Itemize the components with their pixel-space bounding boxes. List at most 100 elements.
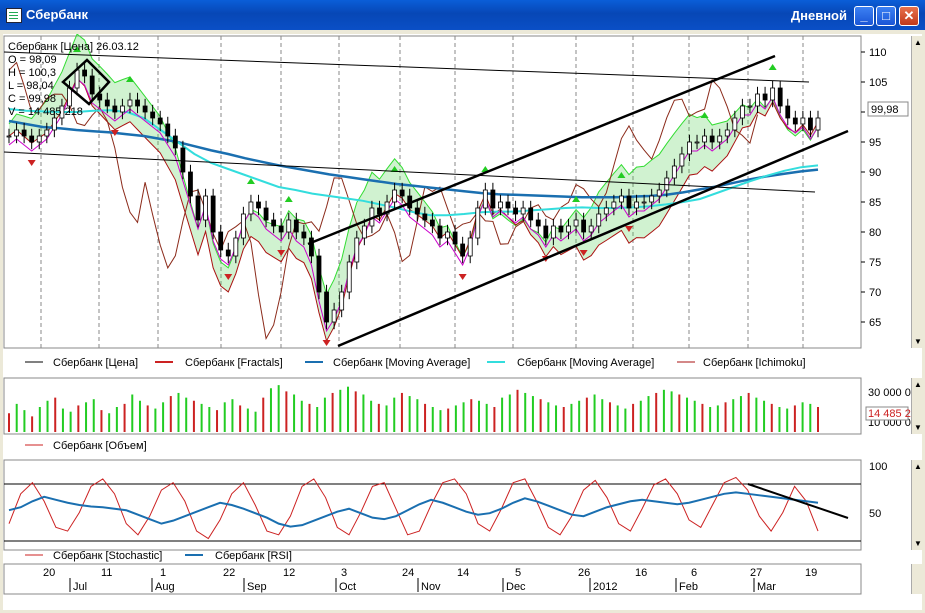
candle-body <box>641 201 647 204</box>
day-label: 1 <box>160 567 166 579</box>
day-label: 6 <box>691 567 697 579</box>
candle-body <box>475 207 481 239</box>
candle-body <box>354 237 360 263</box>
close-icon: ✕ <box>903 8 915 23</box>
axis-scrollbar[interactable] <box>911 564 924 594</box>
candle-body <box>528 207 534 221</box>
fractal-up-icon <box>700 112 709 118</box>
legend-ma-short: Сбербанк [Moving Average] <box>517 357 654 369</box>
candle-body <box>573 219 579 227</box>
candle-body <box>14 129 19 137</box>
candle-body <box>520 207 526 215</box>
candle-body <box>762 93 768 101</box>
fractal-up-icon <box>768 64 777 70</box>
candle-body <box>256 201 261 209</box>
candle-body <box>74 69 80 89</box>
candle-body <box>558 225 564 233</box>
period-label[interactable]: Дневной <box>790 8 847 23</box>
osc-tick-100: 100 <box>869 461 887 473</box>
scroll-down-icon[interactable]: ▼ <box>914 337 922 346</box>
ma-short-line <box>8 108 819 217</box>
trend-lines <box>3 51 849 348</box>
legend-stochastic: Сбербанк [Stochastic] <box>53 550 162 562</box>
candle-body <box>51 117 57 131</box>
candle-body <box>717 135 723 143</box>
rsi-line <box>8 491 819 528</box>
price-tick-label: 65 <box>869 317 881 329</box>
info-low: L = 98,04 <box>8 80 54 92</box>
month-label: Aug <box>155 581 175 593</box>
candle-body <box>770 87 776 101</box>
candle-body <box>339 291 345 311</box>
candle-body <box>671 165 677 179</box>
candle-body <box>142 105 148 113</box>
candle-body <box>596 213 602 227</box>
candle-body <box>361 225 367 239</box>
candle-body <box>687 141 692 155</box>
fractal-down-icon <box>322 340 331 346</box>
volume-scroll-down-icon[interactable]: ▼ <box>914 423 922 432</box>
candle-body <box>498 201 503 209</box>
day-label: 5 <box>515 567 521 579</box>
candle-body <box>452 231 458 245</box>
candle-body <box>293 219 299 233</box>
fractal-down-icon <box>579 250 588 256</box>
candle-body <box>248 201 254 215</box>
chart-area[interactable]: 65707580859095100105110 Сбербанк [Цена] … <box>3 33 924 610</box>
candle-body <box>543 225 549 239</box>
candles <box>6 62 821 330</box>
candle-body <box>67 87 72 107</box>
candle-body <box>21 129 27 137</box>
candle-body <box>588 225 594 233</box>
candle-body <box>626 195 632 209</box>
volume-bars <box>8 385 819 432</box>
day-label: 11 <box>101 567 112 579</box>
candle-body <box>785 105 791 119</box>
candle-body <box>271 219 277 227</box>
oscillator-lines <box>8 476 819 540</box>
candle-body <box>656 189 662 197</box>
maximize-button[interactable]: □ <box>876 6 896 26</box>
candle-body <box>800 117 806 125</box>
candle-body <box>172 135 178 149</box>
minimize-icon: _ <box>860 8 868 23</box>
candle-body <box>104 99 110 107</box>
close-button[interactable]: ✕ <box>899 6 919 26</box>
osc-scroll-up-icon[interactable]: ▲ <box>914 462 922 471</box>
minimize-button[interactable]: _ <box>854 6 874 26</box>
candle-body <box>6 135 12 138</box>
volume-scrollbar[interactable]: ▲ ▼ <box>911 378 924 434</box>
day-label: 22 <box>223 567 235 579</box>
last-price: 99,98 <box>871 104 899 116</box>
candle-body <box>709 135 715 143</box>
osc-scroll-down-icon[interactable]: ▼ <box>914 539 922 548</box>
chart-svg[interactable]: 65707580859095100105110 Сбербанк [Цена] … <box>3 33 922 610</box>
title-bar[interactable]: Сбербанк Дневной _ □ ✕ <box>0 0 925 30</box>
osc-tick-50: 50 <box>869 508 881 520</box>
month-label: Nov <box>421 581 441 593</box>
day-label: 14 <box>457 567 469 579</box>
candle-body <box>649 195 655 203</box>
candle-body <box>309 237 314 257</box>
legend-fractals: Сбербанк [Fractals] <box>185 357 283 369</box>
price-tick-label: 85 <box>869 197 881 209</box>
candle-body <box>679 153 685 167</box>
candle-body <box>777 87 783 107</box>
volume-last-box <box>865 406 909 421</box>
candle-body <box>747 105 753 108</box>
candle-body <box>392 189 397 203</box>
price-scrollbar[interactable]: ▲ ▼ <box>911 36 924 348</box>
candle-body <box>89 75 95 95</box>
volume-scroll-up-icon[interactable]: ▲ <box>914 380 922 389</box>
candle-body <box>550 225 556 239</box>
candle-body <box>331 309 337 323</box>
legend-rsi: Сбербанк [RSI] <box>215 550 292 562</box>
volume-last: 14 485 2 <box>868 408 911 420</box>
candle-body <box>165 123 171 137</box>
scroll-up-icon[interactable]: ▲ <box>914 38 922 47</box>
day-label: 20 <box>43 567 55 579</box>
osc-scrollbar[interactable]: ▲ ▼ <box>911 460 924 550</box>
candle-body <box>316 255 322 293</box>
day-label: 27 <box>750 567 762 579</box>
